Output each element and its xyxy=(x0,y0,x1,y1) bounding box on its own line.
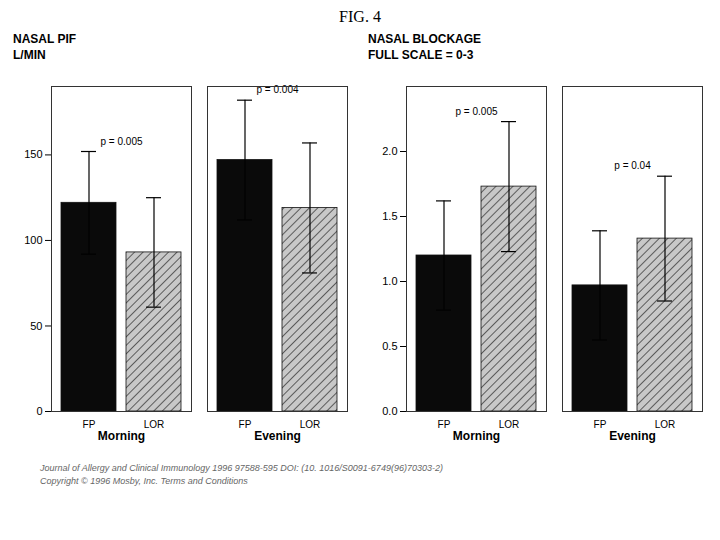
svg-text:0.0: 0.0 xyxy=(382,405,397,417)
html-text:NASAL BLOCKAGE FULL SCALE = 0-: NASAL BLOCKAGE FULL SCALE = 0-3 xyxy=(368,32,482,62)
svg-text:0.5: 0.5 xyxy=(382,340,397,352)
svg-text:50: 50 xyxy=(30,319,42,331)
svg-text:p = 0.04: p = 0.04 xyxy=(614,160,651,171)
svg-text:Morning: Morning xyxy=(98,429,145,443)
svg-text:p = 0.005: p = 0.005 xyxy=(101,136,143,147)
svg-text:1.0: 1.0 xyxy=(382,275,397,287)
svg-text:1.5: 1.5 xyxy=(382,210,397,222)
svg-text:p = 0.004: p = 0.004 xyxy=(256,84,299,96)
svg-text:FP: FP xyxy=(594,419,607,430)
svg-text:FP: FP xyxy=(83,419,96,430)
html-text:Journal of Allergy and Clinica: Journal of Allergy and Clinical Immunolo… xyxy=(40,463,443,473)
html-text:FIG. 4: FIG. 4 xyxy=(339,8,381,25)
html-text:Copyright © 1996 Mosby, Inc. T: Copyright © 1996 Mosby, Inc. Terms and C… xyxy=(40,475,248,486)
svg-text:LOR: LOR xyxy=(300,419,321,430)
svg-text:150: 150 xyxy=(24,148,42,160)
svg-text:LOR: LOR xyxy=(144,419,165,430)
svg-text:Evening: Evening xyxy=(609,429,656,443)
svg-text:Morning: Morning xyxy=(453,429,500,443)
svg-text:FP: FP xyxy=(239,419,252,430)
svg-text:LOR: LOR xyxy=(499,419,520,430)
svg-text:2.0: 2.0 xyxy=(382,145,397,157)
svg-text:FP: FP xyxy=(438,419,451,430)
svg-text:Evening: Evening xyxy=(254,429,301,443)
svg-text:0: 0 xyxy=(36,405,42,417)
html-text:NASAL PIF L/MIN: NASAL PIF L/MIN xyxy=(13,32,77,62)
svg-text:p = 0.005: p = 0.005 xyxy=(456,106,498,117)
svg-text:LOR: LOR xyxy=(655,419,676,430)
svg-text:100: 100 xyxy=(24,234,42,246)
